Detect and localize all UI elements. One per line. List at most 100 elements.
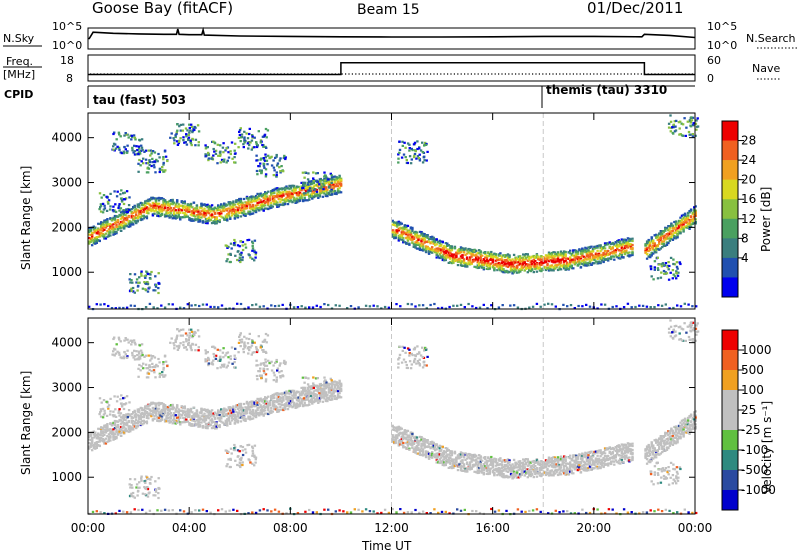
power-scatter-cell [140, 271, 142, 273]
power-echo-cell [128, 216, 130, 218]
power-scatter-cell [676, 261, 678, 263]
power-near-range-cell [263, 305, 265, 307]
power-scatter-cell [690, 125, 692, 127]
power-scatter-cell [423, 159, 425, 161]
power-scatter-cell [652, 278, 654, 280]
power-echo-cell [649, 242, 651, 244]
power-near-range-cell [395, 303, 397, 305]
power-scatter-cell [303, 192, 305, 194]
power-scatter-cell [668, 279, 670, 281]
power-scatter-cell [158, 156, 160, 158]
power-echo-cell [234, 218, 236, 220]
power-near-range-cell [414, 305, 416, 307]
power-near-range-cell [312, 306, 314, 308]
power-scatter-cell [254, 257, 256, 259]
power-scatter-cell [307, 184, 309, 186]
velocity-echo-cell [158, 408, 160, 410]
power-echo-cell [436, 238, 438, 240]
power-echo-cell [422, 246, 424, 248]
power-scatter-cell [246, 239, 248, 241]
power-near-range-cell [190, 304, 192, 306]
velocity-echo-cell [91, 449, 93, 451]
power-echo-cell [469, 258, 471, 260]
power-echo-cell [534, 260, 536, 262]
power-scatter-cell [247, 137, 249, 139]
power-scatter-cell [273, 174, 275, 176]
beam-title: Beam 15 [357, 2, 420, 18]
power-scatter-cell [219, 144, 221, 146]
power-echo-cell [249, 204, 251, 206]
power-echo-cell [492, 260, 494, 262]
power-echo-cell [338, 187, 340, 189]
power-echo-cell [208, 217, 210, 219]
power-scatter-cell [189, 127, 191, 129]
power-echo-cell [181, 209, 183, 211]
power-echo-cell [513, 254, 515, 256]
power-scatter-cell [186, 144, 188, 146]
power-scatter-cell [685, 135, 687, 137]
power-scatter-cell [413, 156, 415, 158]
power-near-range-cell [297, 306, 299, 308]
power-near-range-cell [350, 305, 352, 307]
power-echo-cell [527, 253, 529, 255]
power-scatter-cell [148, 287, 150, 289]
power-scatter-cell [162, 156, 164, 158]
power-scatter-cell [138, 159, 140, 161]
power-echo-cell [164, 205, 166, 207]
power-scatter-cell [318, 187, 320, 189]
freq-panel-frame [88, 55, 695, 81]
power-echo-cell [483, 267, 485, 269]
power-echo-cell [340, 179, 342, 181]
power-scatter-cell [668, 265, 670, 267]
power-scatter-cell [681, 134, 683, 136]
power-echo-cell [631, 248, 633, 250]
power-scatter-cell [189, 129, 191, 131]
power-echo-cell [475, 250, 477, 252]
power-echo-cell [546, 263, 548, 265]
power-scatter-cell [233, 239, 235, 241]
power-scatter-cell [238, 131, 240, 133]
date-title: 01/Dec/2011 [587, 0, 683, 17]
power-near-range-cell [278, 305, 280, 307]
power-scatter-cell [222, 147, 224, 149]
velocity-echo-cell [124, 419, 126, 421]
power-echo-cell [114, 228, 116, 230]
power-scatter-cell [267, 155, 269, 157]
power-scatter-cell [128, 196, 130, 198]
power-echo-cell [256, 204, 258, 206]
velocity-echo-cell [206, 427, 208, 429]
power-scatter-cell [278, 166, 280, 168]
power-scatter-cell [136, 149, 138, 151]
power-scatter-cell [130, 138, 132, 140]
power-echo-cell [602, 261, 604, 263]
velocity-echo-cell [196, 412, 198, 414]
power-scatter-cell [234, 244, 236, 246]
power-echo-cell [687, 214, 689, 216]
power-echo-cell [184, 200, 186, 202]
power-scatter-cell [99, 192, 101, 194]
power-echo-cell [577, 253, 579, 255]
power-echo-cell [200, 216, 202, 218]
power-scatter-cell [117, 191, 119, 193]
power-near-range-cell [581, 305, 583, 307]
power-scatter-cell [151, 158, 153, 160]
power-scatter-cell [236, 259, 238, 261]
power-scatter-cell [112, 149, 114, 151]
power-near-range-cell [551, 303, 553, 305]
power-echo-cell [631, 244, 633, 246]
power-scatter-cell [398, 152, 400, 154]
power-near-range-cell [126, 307, 128, 309]
velocity-echo-cell [114, 423, 116, 425]
power-scatter-cell [668, 127, 670, 129]
velocity-echo-cell [103, 434, 105, 436]
power-scatter-cell [198, 141, 200, 143]
power-echo-cell [319, 195, 321, 197]
power-near-range-cell [653, 306, 655, 308]
power-near-range-cell [376, 305, 378, 307]
power-scatter-cell [260, 158, 262, 160]
power-near-range-cell [308, 306, 310, 308]
power-echo-cell [652, 240, 654, 242]
power-echo-cell [557, 251, 559, 253]
power-echo-cell [179, 211, 181, 213]
